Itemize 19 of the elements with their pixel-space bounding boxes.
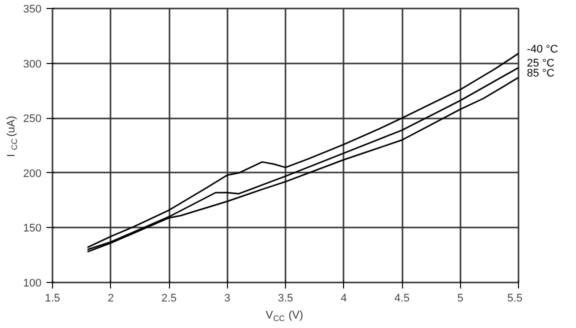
series-label: 25 °C: [526, 58, 555, 70]
y-tick-label: 250: [23, 113, 42, 126]
series-label: 85 °C: [526, 68, 555, 80]
x-tick-label: 5.5: [507, 292, 523, 304]
series-label: -40 °C: [526, 43, 558, 56]
x-tick-label: 2.5: [161, 292, 177, 304]
y-tick-label: 150: [23, 222, 42, 235]
x-tick-label: 1.5: [44, 292, 60, 304]
x-tick-label: 4.5: [394, 292, 410, 304]
y-tick-label: 100: [23, 278, 42, 290]
y-tick-label: 300: [23, 58, 42, 70]
x-tick-label: 3.5: [278, 292, 294, 304]
y-tick-label: 350: [23, 4, 42, 16]
x-tick-label: 2: [108, 292, 114, 304]
y-axis-title: ICC (uA): [6, 116, 19, 158]
x-tick-label: 5: [457, 292, 464, 304]
y-tick-label: 200: [23, 168, 42, 180]
x-tick-label: 3: [224, 292, 230, 304]
x-tick-label: 4: [340, 292, 347, 304]
